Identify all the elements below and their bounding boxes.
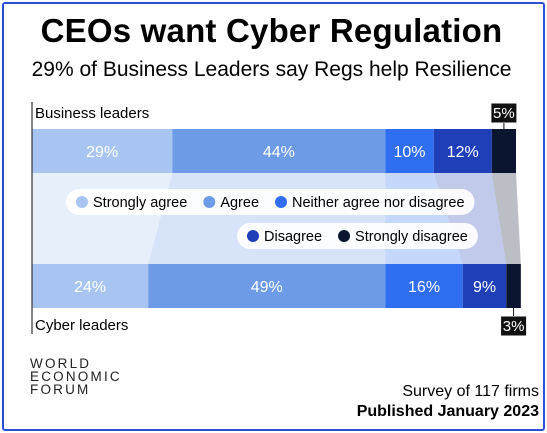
logo-line-forum: FORUM [30,382,91,397]
legend-row-2-background [237,223,478,249]
logo-line-economic: ECONOMIC [30,369,122,384]
connector-band-agree [148,173,386,264]
legend-swatch-neither-agree-nor-disagree [275,196,288,208]
legend-swatch-strongly-disagree [338,230,351,242]
bar-segment-cyber-leaders-disagree [462,264,507,308]
data-label: 12% [447,144,479,161]
bar-segment-cyber-leaders-neither-agree-nor-disagree [385,264,463,308]
published-date: Published January 2023 [356,403,539,420]
data-label: 3% [503,318,525,335]
page-title: CEOs want Cyber Regulation [40,12,503,49]
connector-band-strongly-disagree [491,173,521,264]
survey-note: Survey of 117 firms [402,383,539,400]
bar-segment-business-leaders-neither-agree-nor-disagree [385,129,434,173]
legend-swatch-disagree [247,230,259,242]
data-label: 24% [74,279,106,296]
legend-label-disagree: Disagree [264,229,322,245]
legend-label-neither-agree-nor-disagree: Neither agree nor disagree [292,195,465,211]
data-label: 5% [493,105,515,122]
connector-band-strongly-agree [32,173,173,264]
data-label: 49% [251,279,283,296]
legend-row-2: Disagree Strongly disagree [237,223,478,249]
data-label: 29% [86,144,118,161]
data-label: 44% [263,144,295,161]
legend-label-agree: Agree [220,195,259,211]
legend-swatch-agree [203,196,216,208]
bar-segment-business-leaders-agree [172,129,386,173]
legend-label-strongly-disagree: Strongly disagree [355,229,468,245]
bar-segment-business-leaders-strongly-disagree [491,129,516,173]
data-label: 9% [473,279,496,296]
wef-logo: WORLD ECONOMIC FORUM [30,356,122,397]
bar-segment-cyber-leaders-strongly-agree [32,264,149,308]
legend-label-strongly-agree: Strongly agree [93,195,187,211]
legend-row-1-background [66,189,475,215]
data-label: 10% [394,144,426,161]
bar-segment-business-leaders-strongly-agree [32,129,173,173]
bar-segment-cyber-leaders-strongly-disagree [506,264,521,308]
legend-row-1: Strongly agree Agree Neither agree nor dis… [66,189,475,215]
bar-segment-business-leaders-disagree [433,129,492,173]
bar-segment-cyber-leaders-agree [148,264,386,308]
logo-line-world: WORLD [30,356,92,371]
row-label-cyber-leaders: Cyber leaders [35,317,128,334]
row-label-business-leaders: Business leaders [35,105,149,122]
data-label: 16% [408,279,440,296]
page-subtitle: 29% of Business Leaders say Regs help Re… [31,58,512,81]
legend-swatch-strongly-agree [76,196,88,208]
